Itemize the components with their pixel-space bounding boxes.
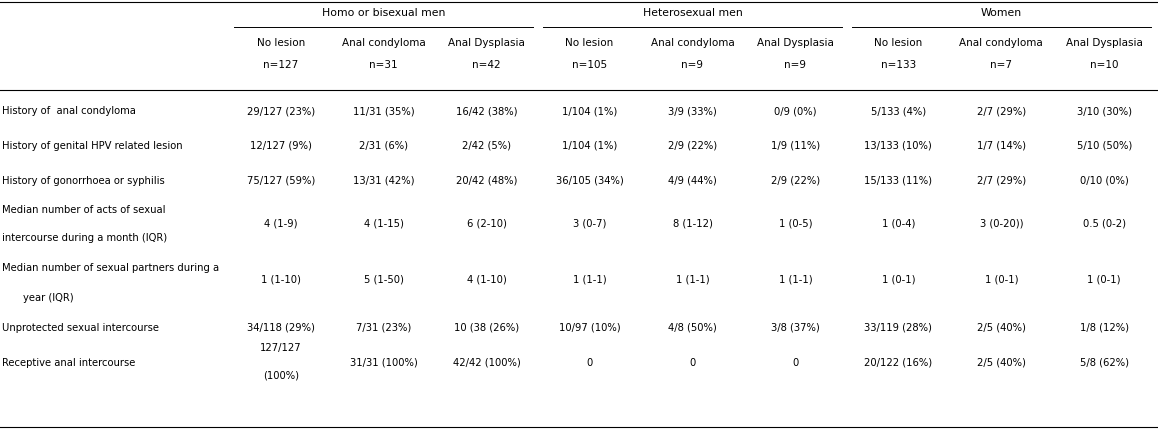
Text: 1/104 (1%): 1/104 (1%) <box>562 141 617 150</box>
Text: n=9: n=9 <box>784 60 806 70</box>
Text: 2/9 (22%): 2/9 (22%) <box>668 141 717 150</box>
Text: Anal condyloma: Anal condyloma <box>651 38 734 48</box>
Text: 3 (0-20)): 3 (0-20)) <box>980 218 1023 228</box>
Text: (100%): (100%) <box>263 370 299 380</box>
Text: n=7: n=7 <box>990 60 1012 70</box>
Text: 10 (38 (26%): 10 (38 (26%) <box>454 322 519 332</box>
Text: Unprotected sexual intercourse: Unprotected sexual intercourse <box>2 322 160 332</box>
Text: History of genital HPV related lesion: History of genital HPV related lesion <box>2 141 183 150</box>
Text: 1 (0-5): 1 (0-5) <box>778 218 812 228</box>
Text: n=127: n=127 <box>263 60 299 70</box>
Text: 1 (1-10): 1 (1-10) <box>261 274 301 284</box>
Text: 34/118 (29%): 34/118 (29%) <box>247 322 315 332</box>
Text: Median number of acts of sexual: Median number of acts of sexual <box>2 205 166 215</box>
Text: 4/9 (44%): 4/9 (44%) <box>668 175 717 186</box>
Text: 1/7 (14%): 1/7 (14%) <box>977 141 1026 150</box>
Text: 0.5 (0-2): 0.5 (0-2) <box>1083 218 1126 228</box>
Text: 12/127 (9%): 12/127 (9%) <box>250 141 312 150</box>
Text: 1 (1-1): 1 (1-1) <box>573 274 607 284</box>
Text: n=9: n=9 <box>682 60 703 70</box>
Text: 20/42 (48%): 20/42 (48%) <box>456 175 518 186</box>
Text: 8 (1-12): 8 (1-12) <box>673 218 712 228</box>
Text: Anal Dysplasia: Anal Dysplasia <box>1065 38 1143 48</box>
Text: History of  anal condyloma: History of anal condyloma <box>2 106 137 116</box>
Text: 5/8 (62%): 5/8 (62%) <box>1079 357 1129 367</box>
Text: 1/104 (1%): 1/104 (1%) <box>562 106 617 116</box>
Text: 2/5 (40%): 2/5 (40%) <box>977 322 1026 332</box>
Text: Heterosexual men: Heterosexual men <box>643 8 742 18</box>
Text: Median number of sexual partners during a: Median number of sexual partners during … <box>2 262 220 272</box>
Text: 20/122 (16%): 20/122 (16%) <box>864 357 932 367</box>
Text: 0: 0 <box>792 357 799 367</box>
Text: No lesion: No lesion <box>565 38 614 48</box>
Text: 0: 0 <box>586 357 593 367</box>
Text: No lesion: No lesion <box>257 38 305 48</box>
Text: 2/5 (40%): 2/5 (40%) <box>977 357 1026 367</box>
Text: 13/133 (10%): 13/133 (10%) <box>865 141 932 150</box>
Text: Anal Dysplasia: Anal Dysplasia <box>757 38 834 48</box>
Text: 1 (0-1): 1 (0-1) <box>984 274 1018 284</box>
Text: Anal Dysplasia: Anal Dysplasia <box>448 38 525 48</box>
Text: 1/8 (12%): 1/8 (12%) <box>1079 322 1129 332</box>
Text: 15/133 (11%): 15/133 (11%) <box>864 175 932 186</box>
Text: 1 (0-4): 1 (0-4) <box>881 218 915 228</box>
Text: 7/31 (23%): 7/31 (23%) <box>356 322 411 332</box>
Text: 1 (1-1): 1 (1-1) <box>675 274 710 284</box>
Text: 0/9 (0%): 0/9 (0%) <box>775 106 816 116</box>
Text: 127/127: 127/127 <box>259 342 301 352</box>
Text: 1 (0-1): 1 (0-1) <box>881 274 915 284</box>
Text: 3/9 (33%): 3/9 (33%) <box>668 106 717 116</box>
Text: 1 (0-1): 1 (0-1) <box>1087 274 1121 284</box>
Text: 11/31 (35%): 11/31 (35%) <box>353 106 415 116</box>
Text: Anal condyloma: Anal condyloma <box>960 38 1043 48</box>
Text: n=31: n=31 <box>369 60 398 70</box>
Text: Women: Women <box>981 8 1021 18</box>
Text: 6 (2-10): 6 (2-10) <box>467 218 506 228</box>
Text: 2/31 (6%): 2/31 (6%) <box>359 141 408 150</box>
Text: 10/97 (10%): 10/97 (10%) <box>559 322 621 332</box>
Text: Receptive anal intercourse: Receptive anal intercourse <box>2 357 135 367</box>
Text: 3/10 (30%): 3/10 (30%) <box>1077 106 1131 116</box>
Text: 3/8 (37%): 3/8 (37%) <box>771 322 820 332</box>
Text: 42/42 (100%): 42/42 (100%) <box>453 357 520 367</box>
Text: 4 (1-9): 4 (1-9) <box>264 218 298 228</box>
Text: n=42: n=42 <box>472 60 501 70</box>
Text: 33/119 (28%): 33/119 (28%) <box>864 322 932 332</box>
Text: 5 (1-50): 5 (1-50) <box>364 274 404 284</box>
Text: 16/42 (38%): 16/42 (38%) <box>456 106 518 116</box>
Text: 5/10 (50%): 5/10 (50%) <box>1077 141 1131 150</box>
Text: Anal condyloma: Anal condyloma <box>342 38 425 48</box>
Text: 2/9 (22%): 2/9 (22%) <box>771 175 820 186</box>
Text: year (IQR): year (IQR) <box>23 292 74 302</box>
Text: 31/31 (100%): 31/31 (100%) <box>350 357 418 367</box>
Text: intercourse during a month (IQR): intercourse during a month (IQR) <box>2 233 168 243</box>
Text: 0/10 (0%): 0/10 (0%) <box>1080 175 1129 186</box>
Text: n=105: n=105 <box>572 60 607 70</box>
Text: Homo or bisexual men: Homo or bisexual men <box>322 8 446 18</box>
Text: 2/7 (29%): 2/7 (29%) <box>976 106 1026 116</box>
Text: History of gonorrhoea or syphilis: History of gonorrhoea or syphilis <box>2 175 166 186</box>
Text: 2/7 (29%): 2/7 (29%) <box>976 175 1026 186</box>
Text: 5/133 (4%): 5/133 (4%) <box>871 106 926 116</box>
Text: 36/105 (34%): 36/105 (34%) <box>556 175 623 186</box>
Text: n=10: n=10 <box>1090 60 1119 70</box>
Text: 29/127 (23%): 29/127 (23%) <box>247 106 315 116</box>
Text: 4/8 (50%): 4/8 (50%) <box>668 322 717 332</box>
Text: 1/9 (11%): 1/9 (11%) <box>771 141 820 150</box>
Text: 1 (1-1): 1 (1-1) <box>778 274 812 284</box>
Text: 13/31 (42%): 13/31 (42%) <box>353 175 415 186</box>
Text: n=133: n=133 <box>881 60 916 70</box>
Text: No lesion: No lesion <box>874 38 923 48</box>
Text: 2/42 (5%): 2/42 (5%) <box>462 141 511 150</box>
Text: 3 (0-7): 3 (0-7) <box>573 218 607 228</box>
Text: 4 (1-15): 4 (1-15) <box>364 218 404 228</box>
Text: 0: 0 <box>689 357 696 367</box>
Text: 75/127 (59%): 75/127 (59%) <box>247 175 315 186</box>
Text: 4 (1-10): 4 (1-10) <box>467 274 506 284</box>
